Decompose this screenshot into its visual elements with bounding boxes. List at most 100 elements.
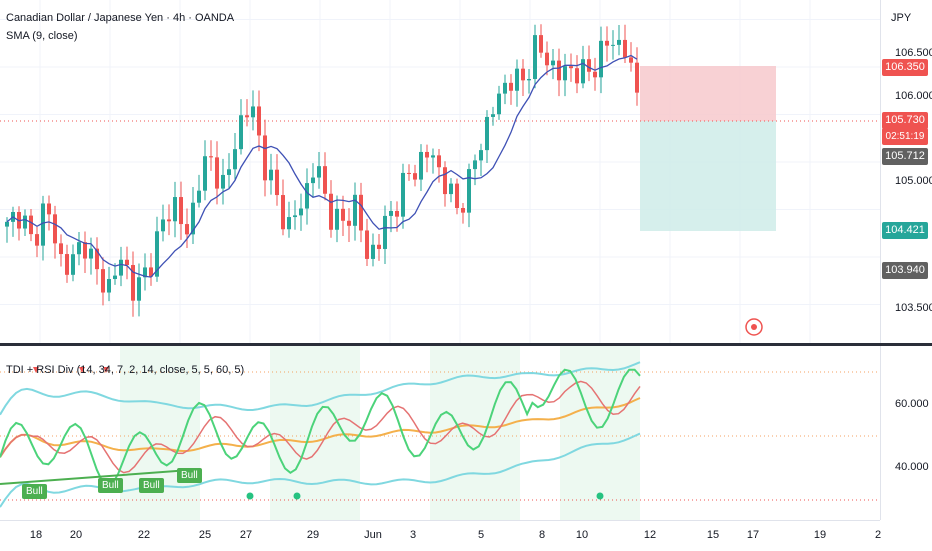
target-zone[interactable] <box>640 66 776 121</box>
bullish-zone <box>270 346 360 520</box>
market-base-line <box>0 397 641 458</box>
price-pane[interactable]: Canadian Dollar / Japanese Yen · 4h · OA… <box>0 0 880 343</box>
bull-divergence-line <box>0 469 191 485</box>
candle-body <box>401 172 405 217</box>
candle-body <box>71 254 75 275</box>
candle-body <box>395 210 399 217</box>
candle-body <box>305 183 309 209</box>
candle-body <box>221 174 225 189</box>
candle-body <box>629 57 633 63</box>
time-tick: Jun <box>364 529 382 541</box>
candle-body <box>353 194 357 226</box>
indicator-shading <box>120 346 640 520</box>
price-tick: 106.000 <box>895 90 932 102</box>
candle-body <box>101 269 105 293</box>
candle-body <box>167 219 171 222</box>
alert-marker-icon[interactable] <box>745 318 763 336</box>
candle-body <box>557 60 561 81</box>
candle-body <box>617 39 621 45</box>
candle-body <box>503 82 507 94</box>
candle-body <box>323 166 327 194</box>
sma-line <box>6 54 638 278</box>
candle-body <box>155 231 159 277</box>
price-tick: 105.000 <box>895 175 932 187</box>
divergence-markers <box>33 367 604 500</box>
stop-zone[interactable] <box>640 121 776 231</box>
candle-body <box>389 210 393 216</box>
currency-label[interactable]: JPY <box>891 12 912 24</box>
bull-dot-icon <box>293 492 301 500</box>
time-tick: 5 <box>477 529 485 541</box>
candle-body <box>293 215 297 218</box>
time-tick: 17 <box>746 529 760 541</box>
symbol-title[interactable]: Canadian Dollar / Japanese Yen · 4h · OA… <box>6 12 235 24</box>
bull-badge: Bull <box>22 484 47 499</box>
candle-body <box>209 156 213 158</box>
candle-body <box>569 66 573 69</box>
candle-body <box>245 115 249 118</box>
candle-body <box>431 155 435 158</box>
candle-body <box>563 66 567 81</box>
candle-body <box>143 267 147 278</box>
candle-body <box>377 244 381 249</box>
candle-body <box>161 219 165 232</box>
candle-body <box>269 169 273 181</box>
price-axis[interactable]: JPY 106.500 106.000 105.000 103.500 <box>880 0 932 343</box>
candle-body <box>197 190 201 203</box>
bear-marker-icon <box>103 367 109 373</box>
candle-body <box>203 156 207 191</box>
tdi-chart[interactable] <box>0 346 880 520</box>
pane-separator[interactable] <box>0 343 932 346</box>
sma-price-tag: 105.712 <box>882 148 928 165</box>
candle-body <box>551 60 555 66</box>
candle-body <box>545 52 549 66</box>
candle-body <box>23 215 27 229</box>
price-tick: 106.500 <box>895 47 932 59</box>
candle-body <box>299 208 303 216</box>
candle-body <box>635 62 639 93</box>
time-tick: 27 <box>239 529 253 541</box>
sma-legend[interactable]: SMA (9, close) <box>6 30 78 42</box>
candle-body <box>281 195 285 230</box>
price-tick: 103.500 <box>895 302 932 314</box>
candle-body <box>593 71 597 78</box>
candle-body <box>521 68 525 81</box>
candle-body <box>95 248 99 270</box>
time-tick: 18 <box>29 529 43 541</box>
bull-dot-icon <box>246 492 254 500</box>
candle-body <box>383 215 387 249</box>
countdown-tag: 02:51:19 <box>882 128 928 145</box>
candle-body <box>5 221 9 227</box>
candle-body <box>623 39 627 58</box>
candle-body <box>605 40 609 46</box>
indicator-pane[interactable]: TDI + RSI Div (14, 34, 7, 2, 14, close, … <box>0 346 880 520</box>
candle-body <box>41 203 45 246</box>
candle-body <box>65 254 69 275</box>
candle-body <box>35 234 39 246</box>
price-chart[interactable] <box>0 0 880 343</box>
time-tick: 3 <box>409 529 417 541</box>
candle-body <box>341 208 345 221</box>
candle-body <box>407 172 411 174</box>
candle-body <box>611 44 615 46</box>
candle-body <box>77 242 81 255</box>
candle-body <box>449 183 453 195</box>
indicator-legend[interactable]: TDI + RSI Div (14, 34, 7, 2, 14, close, … <box>6 364 245 376</box>
bear-marker-icon <box>79 367 85 373</box>
candle-body <box>149 267 153 277</box>
candle-body <box>215 157 219 189</box>
time-axis[interactable]: 18 20 22 25 27 29 Jun 3 5 8 10 12 15 17 … <box>0 520 881 551</box>
candle-body <box>29 215 33 235</box>
time-tick: 15 <box>706 529 720 541</box>
candle-body <box>515 68 519 91</box>
candle-body <box>467 169 471 213</box>
candle-body <box>329 193 333 230</box>
candle-body <box>59 243 63 255</box>
candle-body <box>257 106 261 136</box>
candle-body <box>533 35 537 80</box>
indicator-axis[interactable]: 60.000 40.000 <box>880 346 932 520</box>
candle-body <box>113 275 117 280</box>
time-tick: 22 <box>137 529 151 541</box>
upper-band-line <box>0 361 641 416</box>
target-price-tag: 106.350 <box>882 59 928 76</box>
